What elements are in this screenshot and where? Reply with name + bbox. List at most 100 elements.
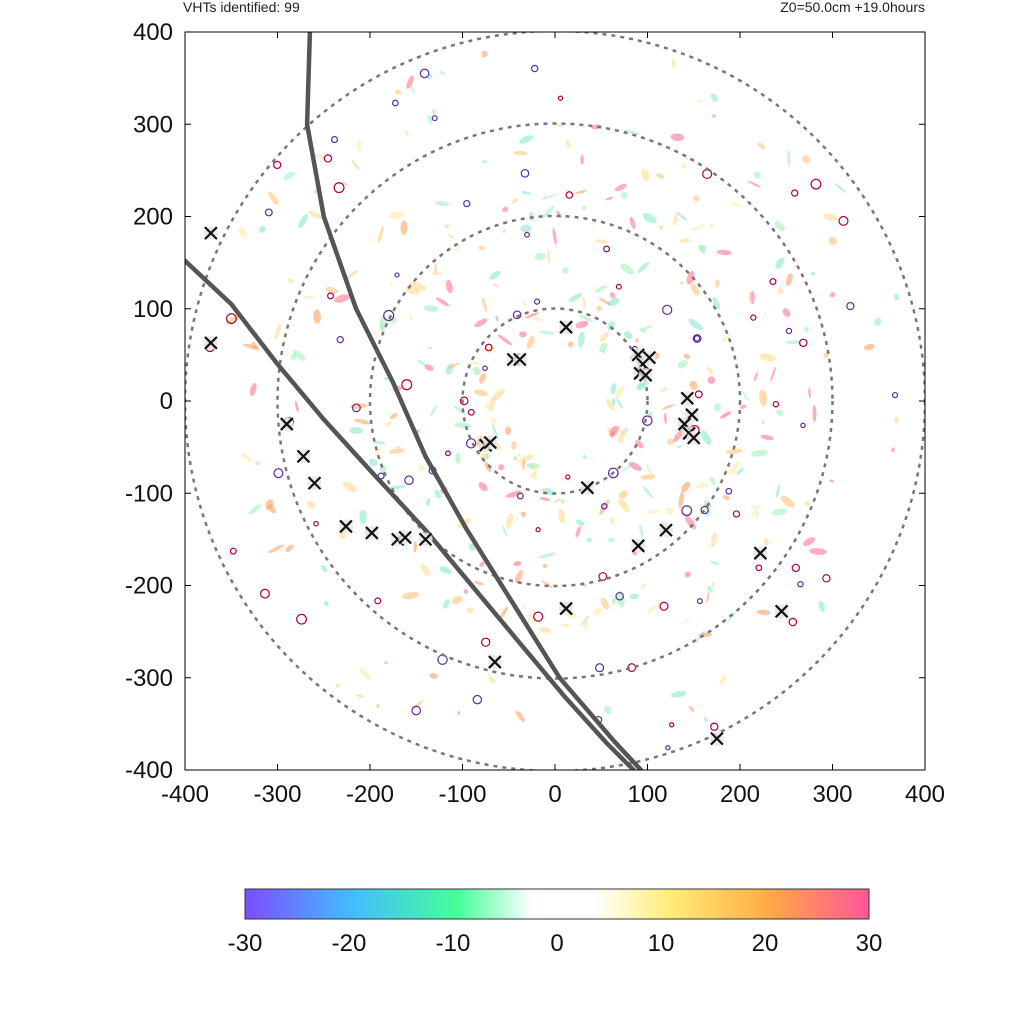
field-blob (538, 552, 556, 559)
field-blob (686, 271, 695, 285)
field-blob (556, 210, 562, 218)
field-blob (639, 523, 644, 539)
y-axis: 400 300 200 100 0 -100 -200 -300 -400 (125, 19, 925, 784)
contour-cell (530, 64, 539, 73)
field-blob (389, 281, 393, 289)
field-blob (719, 674, 727, 687)
field-blob (431, 272, 443, 276)
y-tick-label: 0 (160, 388, 173, 415)
contour-cell (273, 468, 284, 479)
field-blob (713, 252, 719, 257)
contour-cell (669, 722, 675, 728)
plot-area (185, 32, 925, 770)
field-blob (759, 389, 768, 407)
field-blob (351, 159, 360, 171)
field-blob (624, 130, 641, 135)
vht-count-label: VHTs identified: 99 (183, 0, 300, 15)
field-blob (473, 389, 488, 396)
field-blob (770, 366, 776, 382)
field-blob (736, 467, 744, 476)
field-blob (710, 532, 718, 548)
field-blob (325, 286, 338, 294)
field-blob (395, 446, 401, 449)
field-blob (690, 223, 705, 232)
field-blob (578, 331, 585, 348)
field-blob (893, 293, 900, 301)
field-blob (863, 343, 875, 351)
time-label: Z0=50.0cm +19.0hours (780, 0, 925, 15)
field-blob (484, 402, 492, 411)
field-blob (254, 460, 261, 466)
range-ring (276, 122, 834, 680)
field-blob (243, 343, 260, 350)
field-blob (610, 517, 615, 525)
field-blob (637, 262, 650, 273)
field-blob (418, 464, 425, 472)
vht-marker (203, 226, 218, 241)
field-blob (520, 511, 526, 518)
contour-cell (693, 335, 701, 342)
field-blob (267, 504, 277, 514)
field-blob (609, 425, 620, 437)
field-blob (715, 279, 720, 288)
vht-marker (364, 525, 379, 540)
vht-markers (203, 226, 789, 746)
vht-marker (659, 523, 673, 538)
field-blob (645, 464, 654, 477)
field-blob (611, 597, 617, 605)
vht-marker (559, 601, 574, 616)
field-blob (531, 463, 539, 471)
contour-cell (394, 272, 400, 278)
field-blob (607, 537, 615, 543)
field-blob (443, 599, 450, 609)
colorbar-tick-label: -30 (228, 930, 263, 957)
field-blob (526, 335, 535, 349)
field-blob (710, 560, 720, 566)
field-blob (582, 296, 587, 310)
field-blob (388, 211, 405, 219)
field-blob (709, 223, 714, 228)
field-blob (434, 263, 437, 275)
field-blob (484, 461, 492, 472)
field-blob (574, 189, 588, 195)
range-ring (368, 214, 742, 588)
field-blob (599, 499, 610, 515)
contour-cell (799, 338, 808, 348)
contour-cell (595, 663, 605, 673)
field-blob (285, 544, 294, 553)
field-blob (751, 449, 769, 457)
field-blob (575, 320, 589, 329)
field-blob (334, 294, 350, 303)
field-blob (491, 389, 505, 402)
field-blob (659, 386, 669, 392)
field-blob (727, 612, 736, 624)
field-blob (706, 592, 710, 603)
field-blob (757, 142, 766, 150)
field-blob (720, 411, 732, 419)
field-blob (751, 511, 758, 519)
field-blob (539, 330, 555, 335)
field-blob (635, 440, 644, 449)
colorbar-tick-label: 20 (752, 930, 779, 957)
contour-cell (772, 400, 780, 408)
field-blob (540, 193, 557, 200)
field-blob (504, 426, 512, 436)
field-blob (515, 710, 525, 722)
vht-marker (296, 449, 311, 464)
field-blob (424, 364, 434, 371)
field-blob (611, 398, 616, 406)
field-blob (445, 363, 454, 375)
field-blob (497, 334, 513, 346)
field-blob (472, 366, 481, 376)
contour-cell (769, 278, 777, 286)
contour-cell (732, 510, 741, 518)
field-blob (804, 500, 811, 507)
field-blob (629, 216, 636, 230)
vht-marker (680, 391, 695, 406)
field-blob (785, 273, 793, 286)
field-blob (481, 159, 488, 164)
field-blob (618, 430, 625, 444)
field-blob (478, 373, 486, 384)
contour-cell (702, 168, 713, 180)
contour-cell (259, 588, 270, 599)
